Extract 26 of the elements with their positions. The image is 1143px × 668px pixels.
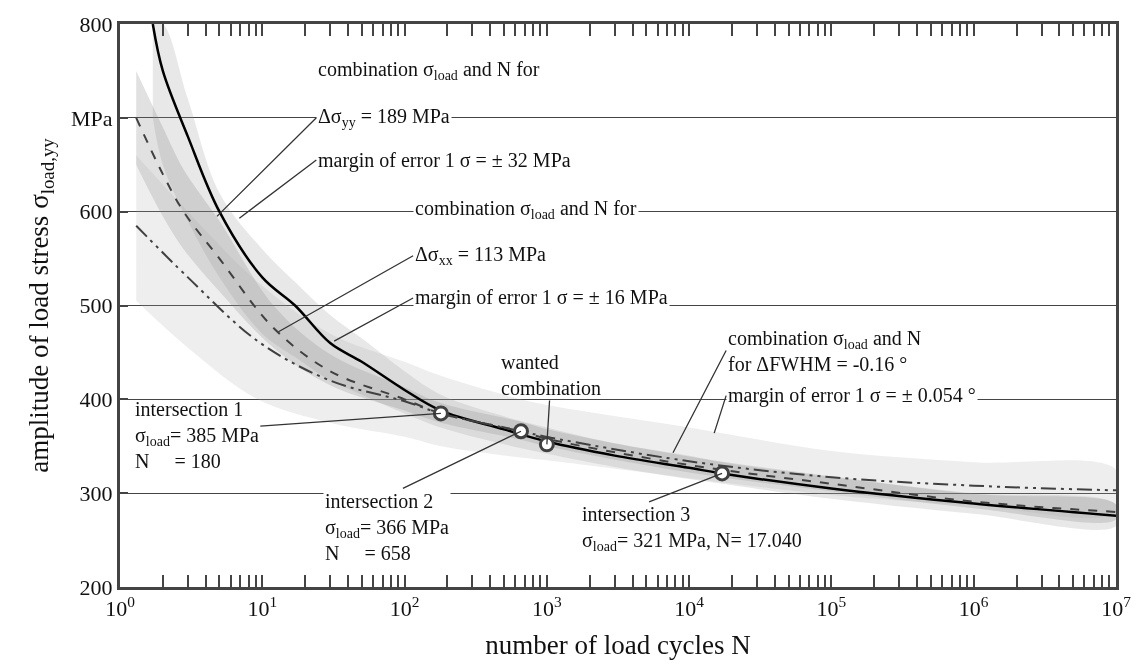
annotation: margin of error 1 σ = ± 16 MPa xyxy=(415,286,668,309)
annotation: wanted combination xyxy=(501,351,601,399)
annotation: Δσ$_{xx}$ = 113 MPa xyxy=(415,243,547,269)
x-tick-label: 10$^{6}$ xyxy=(958,593,989,622)
y-tick-label: 600 xyxy=(79,199,113,225)
y-tick-label: MPa xyxy=(71,105,113,131)
y-tick-label: 200 xyxy=(79,574,113,600)
x-tick-label: 10$^{1}$ xyxy=(247,593,278,622)
y-tick-label: 800 xyxy=(79,11,113,37)
y-tick-label: 500 xyxy=(79,293,113,319)
x-tick-label: 10$^{3}$ xyxy=(532,593,563,622)
y-tick-label: 400 xyxy=(79,387,113,413)
annotation: intersection 2 σ$_{load}$= 366 MPa N = 658 xyxy=(325,490,450,564)
annotation: margin of error 1 σ = ± 0.054 ° xyxy=(728,384,976,407)
annotation: Δσ$_{yy}$ = 189 MPa xyxy=(318,105,450,131)
annotation: intersection 1 σ$_{load}$= 385 MPa N = 180 xyxy=(135,398,260,472)
annotation: combination σ$_{load}$ and N for xyxy=(318,58,540,84)
x-tick-label: 10$^{2}$ xyxy=(389,593,420,622)
x-tick-label: 10$^{7}$ xyxy=(1101,593,1132,622)
annotation: margin of error 1 σ = ± 32 MPa xyxy=(318,149,571,172)
y-tick-label: 300 xyxy=(79,480,113,506)
x-tick-label: 10$^{5}$ xyxy=(816,593,847,622)
x-tick-label: 10$^{4}$ xyxy=(674,593,705,622)
annotation: intersection 3 σ$_{load}$= 321 MPa, N= 17.040 xyxy=(582,503,802,555)
annotation: combination σ$_{load}$ and N for xyxy=(415,197,637,223)
x-axis-title: number of load cycles N xyxy=(485,629,751,660)
